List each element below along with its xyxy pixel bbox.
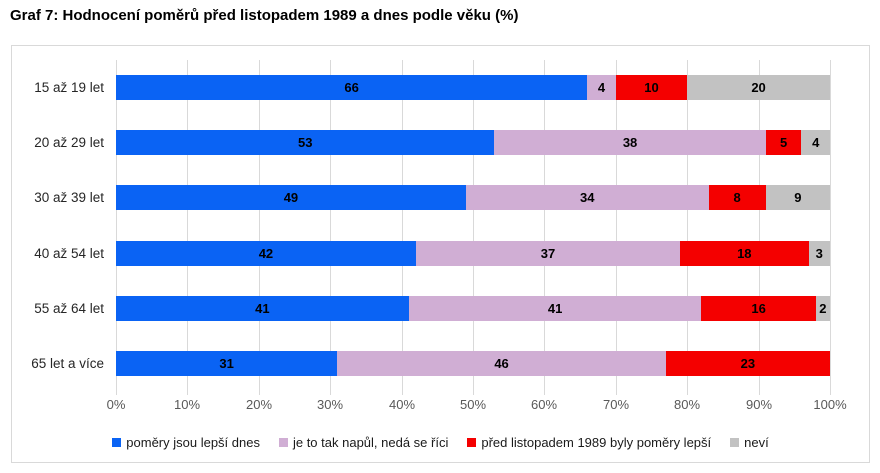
bar-value-label: 4 xyxy=(597,80,606,95)
gridline xyxy=(759,60,760,395)
legend-color-swatch xyxy=(278,438,288,447)
legend: poměry jsou lepší dnes je to tak napůl, n… xyxy=(12,435,869,450)
bar-segment: 5 xyxy=(765,130,802,155)
gridline xyxy=(187,60,188,395)
x-axis-tick-label: 70% xyxy=(602,397,630,412)
gridline xyxy=(687,60,688,395)
bar-value-label: 53 xyxy=(297,135,313,150)
bar-value-label: 31 xyxy=(219,356,234,371)
bar-value-label: 3 xyxy=(815,246,823,261)
bar-row: 49 34 8 9 xyxy=(116,185,830,210)
gridline xyxy=(473,60,474,395)
bar-value-label: 42 xyxy=(258,246,274,261)
bar-value-label: 34 xyxy=(580,190,595,205)
bar-segment: 23 xyxy=(665,351,830,376)
bar-segment: 41 xyxy=(116,296,409,321)
category-label: 65 let a více xyxy=(31,356,104,371)
bar-segment: 49 xyxy=(116,185,466,210)
x-axis-tick-label: 90% xyxy=(745,397,773,412)
bar-row: 31 46 23 xyxy=(116,351,830,376)
legend-color-swatch xyxy=(467,438,477,447)
gridline xyxy=(330,60,331,395)
category-label: 40 až 54 let xyxy=(34,246,104,261)
bar-segment: 2 xyxy=(815,296,830,321)
gridline xyxy=(830,60,831,395)
bar-value-label: 4 xyxy=(812,135,820,150)
chart-frame: poměry jsou lepší dnes je to tak napůl, n… xyxy=(11,45,870,463)
legend-label: před listopadem 1989 byly poměry lepší xyxy=(481,435,712,450)
bar-value-label: 66 xyxy=(344,80,359,95)
legend-item: před listopadem 1989 byly poměry lepší xyxy=(467,435,711,450)
bar-value-label: 41 xyxy=(255,301,270,316)
gridline xyxy=(259,60,260,395)
bar-segment: 9 xyxy=(765,185,830,210)
bar-value-label: 41 xyxy=(547,301,563,316)
bar-segment: 20 xyxy=(687,75,830,100)
bar-segment: 37 xyxy=(415,241,681,266)
legend-color-swatch xyxy=(112,438,122,447)
x-axis-tick-label: 80% xyxy=(673,397,701,412)
x-axis-tick-label: 30% xyxy=(316,397,344,412)
bar-row: 41 41 16 2 xyxy=(116,296,830,321)
x-axis-tick-label: 60% xyxy=(530,397,558,412)
legend-label: je to tak napůl, nedá se říci xyxy=(292,435,449,450)
legend-color-swatch xyxy=(730,438,740,447)
gridline xyxy=(116,60,117,395)
gridline xyxy=(616,60,617,395)
bar-segment: 38 xyxy=(494,130,766,155)
bar-value-label: 49 xyxy=(283,190,299,205)
bar-value-label: 2 xyxy=(819,301,827,316)
bar-row: 53 38 5 4 xyxy=(116,130,830,155)
x-axis-tick-label: 20% xyxy=(245,397,273,412)
bar-value-label: 16 xyxy=(751,301,766,316)
bar-value-label: 9 xyxy=(794,190,802,205)
bar-segment: 4 xyxy=(587,75,616,100)
x-axis-tick-label: 100% xyxy=(813,397,847,412)
bar-segment: 53 xyxy=(116,130,495,155)
x-axis-tick-label: 40% xyxy=(388,397,416,412)
x-axis-tick-label: 0% xyxy=(106,397,126,412)
bar-value-label: 8 xyxy=(733,190,741,205)
bar-value-label: 18 xyxy=(737,246,752,261)
bar-segment: 18 xyxy=(680,241,809,266)
bar-value-label: 37 xyxy=(540,246,556,261)
bar-row: 42 37 18 3 xyxy=(116,241,830,266)
x-axis-tick-label: 10% xyxy=(173,397,201,412)
category-label: 30 až 39 let xyxy=(34,190,104,205)
bar-segment: 34 xyxy=(465,185,709,210)
bar-value-label: 46 xyxy=(494,356,509,371)
legend-item: poměry jsou lepší dnes xyxy=(112,435,260,450)
bar-segment: 4 xyxy=(801,130,830,155)
bar-value-label: 10 xyxy=(644,80,659,95)
bar-segment: 8 xyxy=(708,185,766,210)
bar-segment: 66 xyxy=(116,75,588,100)
bar-segment: 31 xyxy=(116,351,338,376)
legend-label: neví xyxy=(744,435,769,450)
bar-segment: 3 xyxy=(808,241,830,266)
bar-value-label: 5 xyxy=(779,135,788,150)
bar-segment: 46 xyxy=(337,351,666,376)
legend-item: neví xyxy=(730,435,769,450)
bar-value-label: 23 xyxy=(740,356,756,371)
category-label: 55 až 64 let xyxy=(34,301,104,316)
legend-label: poměry jsou lepší dnes xyxy=(126,435,260,450)
bar-segment: 42 xyxy=(116,241,416,266)
category-label: 15 až 19 let xyxy=(34,80,104,95)
chart-title: Graf 7: Hodnocení poměrů před listopadem… xyxy=(10,7,519,24)
gridline xyxy=(544,60,545,395)
bar-value-label: 20 xyxy=(751,80,766,95)
x-axis-tick-label: 50% xyxy=(459,397,487,412)
plot-area xyxy=(116,60,831,395)
category-label: 20 až 29 let xyxy=(34,135,104,150)
bar-segment: 41 xyxy=(408,296,702,321)
legend-item: je to tak napůl, nedá se říci xyxy=(278,435,449,450)
bar-value-label: 38 xyxy=(622,135,638,150)
gridline xyxy=(402,60,403,395)
bar-row: 66 4 10 20 xyxy=(116,75,830,100)
bar-segment: 16 xyxy=(701,296,816,321)
bar-segment: 10 xyxy=(615,75,688,100)
